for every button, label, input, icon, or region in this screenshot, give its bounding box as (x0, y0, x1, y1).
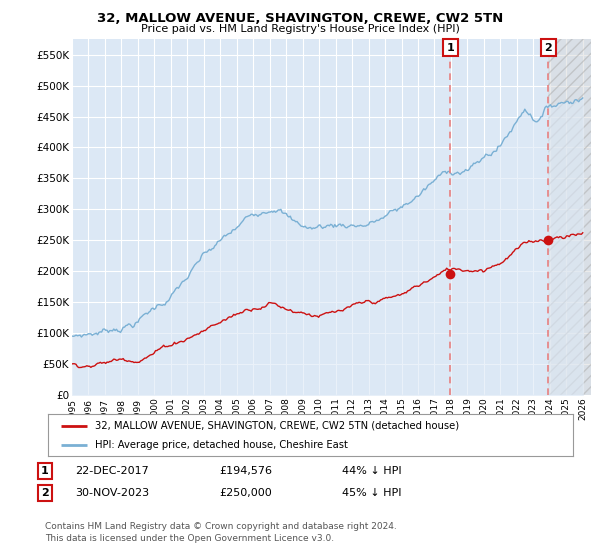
Text: 32, MALLOW AVENUE, SHAVINGTON, CREWE, CW2 5TN: 32, MALLOW AVENUE, SHAVINGTON, CREWE, CW… (97, 12, 503, 25)
Text: 30-NOV-2023: 30-NOV-2023 (75, 488, 149, 498)
Text: 1: 1 (446, 43, 454, 53)
Text: Contains HM Land Registry data © Crown copyright and database right 2024.
This d: Contains HM Land Registry data © Crown c… (45, 522, 397, 543)
Text: £194,576: £194,576 (219, 466, 272, 476)
Text: 45% ↓ HPI: 45% ↓ HPI (342, 488, 401, 498)
Text: HPI: Average price, detached house, Cheshire East: HPI: Average price, detached house, Ches… (95, 440, 348, 450)
Text: 32, MALLOW AVENUE, SHAVINGTON, CREWE, CW2 5TN (detached house): 32, MALLOW AVENUE, SHAVINGTON, CREWE, CW… (95, 421, 460, 431)
Text: 44% ↓ HPI: 44% ↓ HPI (342, 466, 401, 476)
Text: 1: 1 (41, 466, 49, 476)
Text: 2: 2 (41, 488, 49, 498)
Text: Price paid vs. HM Land Registry's House Price Index (HPI): Price paid vs. HM Land Registry's House … (140, 24, 460, 34)
Text: £250,000: £250,000 (219, 488, 272, 498)
Text: 2: 2 (545, 43, 553, 53)
Bar (548, 39, 591, 395)
Text: 22-DEC-2017: 22-DEC-2017 (75, 466, 149, 476)
